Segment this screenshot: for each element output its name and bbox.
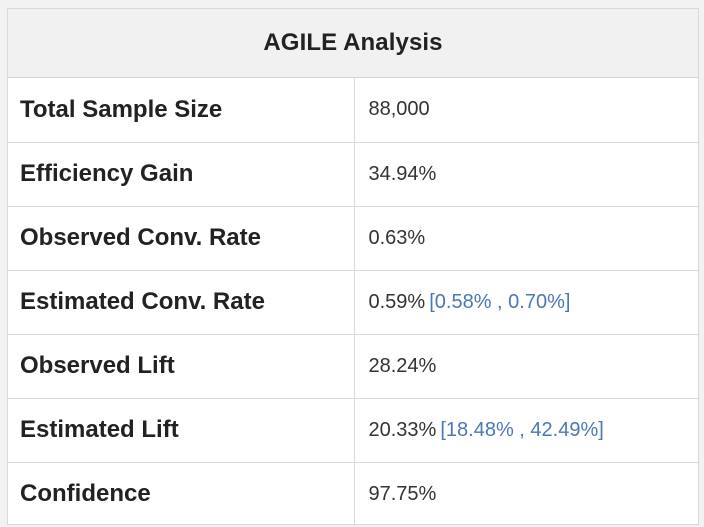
row-value: 28.24% bbox=[368, 354, 437, 377]
panel-title: AGILE Analysis bbox=[8, 9, 698, 78]
row-label: Estimated Conv. Rate bbox=[8, 270, 355, 335]
row-value-cell: 0.59% [0.58% , 0.70%] bbox=[354, 270, 698, 335]
row-value: 0.63% bbox=[368, 226, 426, 249]
row-value: 20.33% bbox=[368, 418, 437, 441]
table-row: Observed Conv. Rate 0.63% bbox=[8, 206, 698, 271]
table-row: Observed Lift 28.24% bbox=[8, 334, 698, 399]
table-row: Efficiency Gain 34.94% bbox=[8, 142, 698, 207]
row-value: 34.94% bbox=[368, 162, 437, 185]
analysis-table: Total Sample Size 88,000 Efficiency Gain… bbox=[8, 78, 698, 526]
row-value: 0.59% bbox=[368, 290, 426, 313]
confidence-interval: [18.48% , 42.49%] bbox=[440, 418, 604, 441]
row-value-cell: 88,000 bbox=[354, 78, 698, 143]
row-value-cell: 20.33% [18.48% , 42.49%] bbox=[354, 398, 698, 463]
row-value: 97.75% bbox=[368, 482, 437, 505]
row-value-cell: 34.94% bbox=[354, 142, 698, 207]
table-row: Estimated Lift 20.33% [18.48% , 42.49%] bbox=[8, 398, 698, 463]
table-row: Total Sample Size 88,000 bbox=[8, 78, 698, 143]
row-value-cell: 28.24% bbox=[354, 334, 698, 399]
row-value-cell: 97.75% bbox=[354, 462, 698, 526]
table-row: Confidence 97.75% bbox=[8, 462, 698, 526]
row-label: Observed Lift bbox=[8, 334, 355, 399]
row-label: Efficiency Gain bbox=[8, 142, 355, 207]
row-value: 88,000 bbox=[368, 98, 430, 121]
row-label: Total Sample Size bbox=[8, 78, 355, 143]
row-label: Observed Conv. Rate bbox=[8, 206, 355, 271]
agile-analysis-panel: AGILE Analysis Total Sample Size 88,000 … bbox=[7, 8, 699, 526]
row-value-cell: 0.63% bbox=[354, 206, 698, 271]
table-row: Estimated Conv. Rate 0.59% [0.58% , 0.70%… bbox=[8, 270, 698, 335]
confidence-interval: [0.58% , 0.70%] bbox=[429, 290, 571, 313]
row-label: Confidence bbox=[8, 462, 355, 526]
row-label: Estimated Lift bbox=[8, 398, 355, 463]
